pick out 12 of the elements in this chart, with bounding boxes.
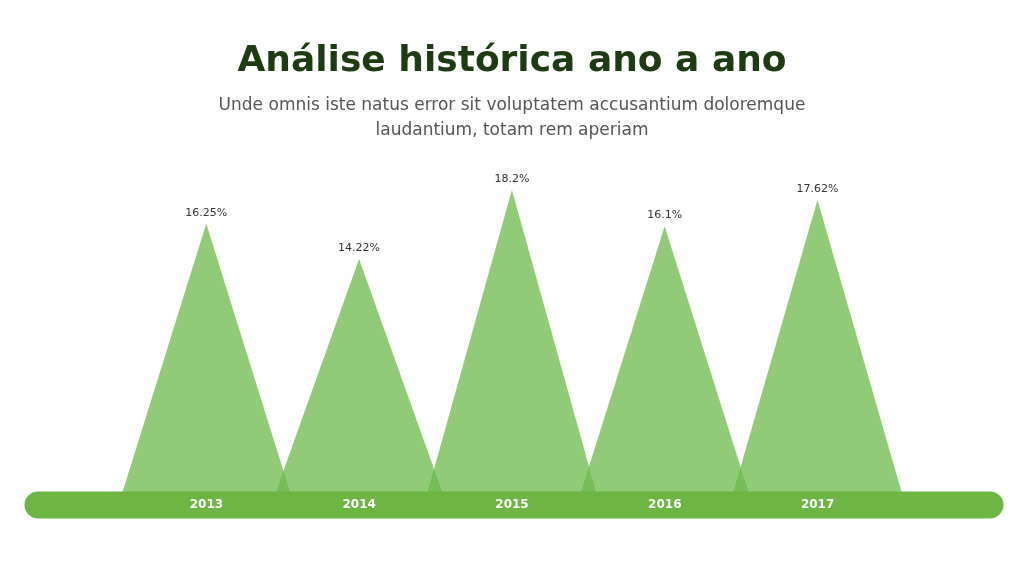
chart-title: Análise histórica ano a ano (236, 38, 788, 79)
data-label: 14.22% (338, 240, 381, 254)
x-tick-label: 2015 (495, 496, 529, 511)
data-label: 16.1% (647, 208, 683, 222)
x-tick-label: 2017 (800, 496, 835, 511)
data-label: 16.25% (185, 205, 228, 219)
x-tick-label: 2016 (648, 496, 682, 511)
x-tick-label: 2014 (342, 496, 376, 511)
chart-subtitle: Unde omnis iste natus error sit voluptatem accusantium doloremque laudantium, totam rem aperiam (217, 93, 807, 141)
x-tick-label: 2013 (189, 496, 224, 511)
data-label: 18.2% (494, 172, 530, 185)
data-label: 17.62% (796, 182, 839, 196)
